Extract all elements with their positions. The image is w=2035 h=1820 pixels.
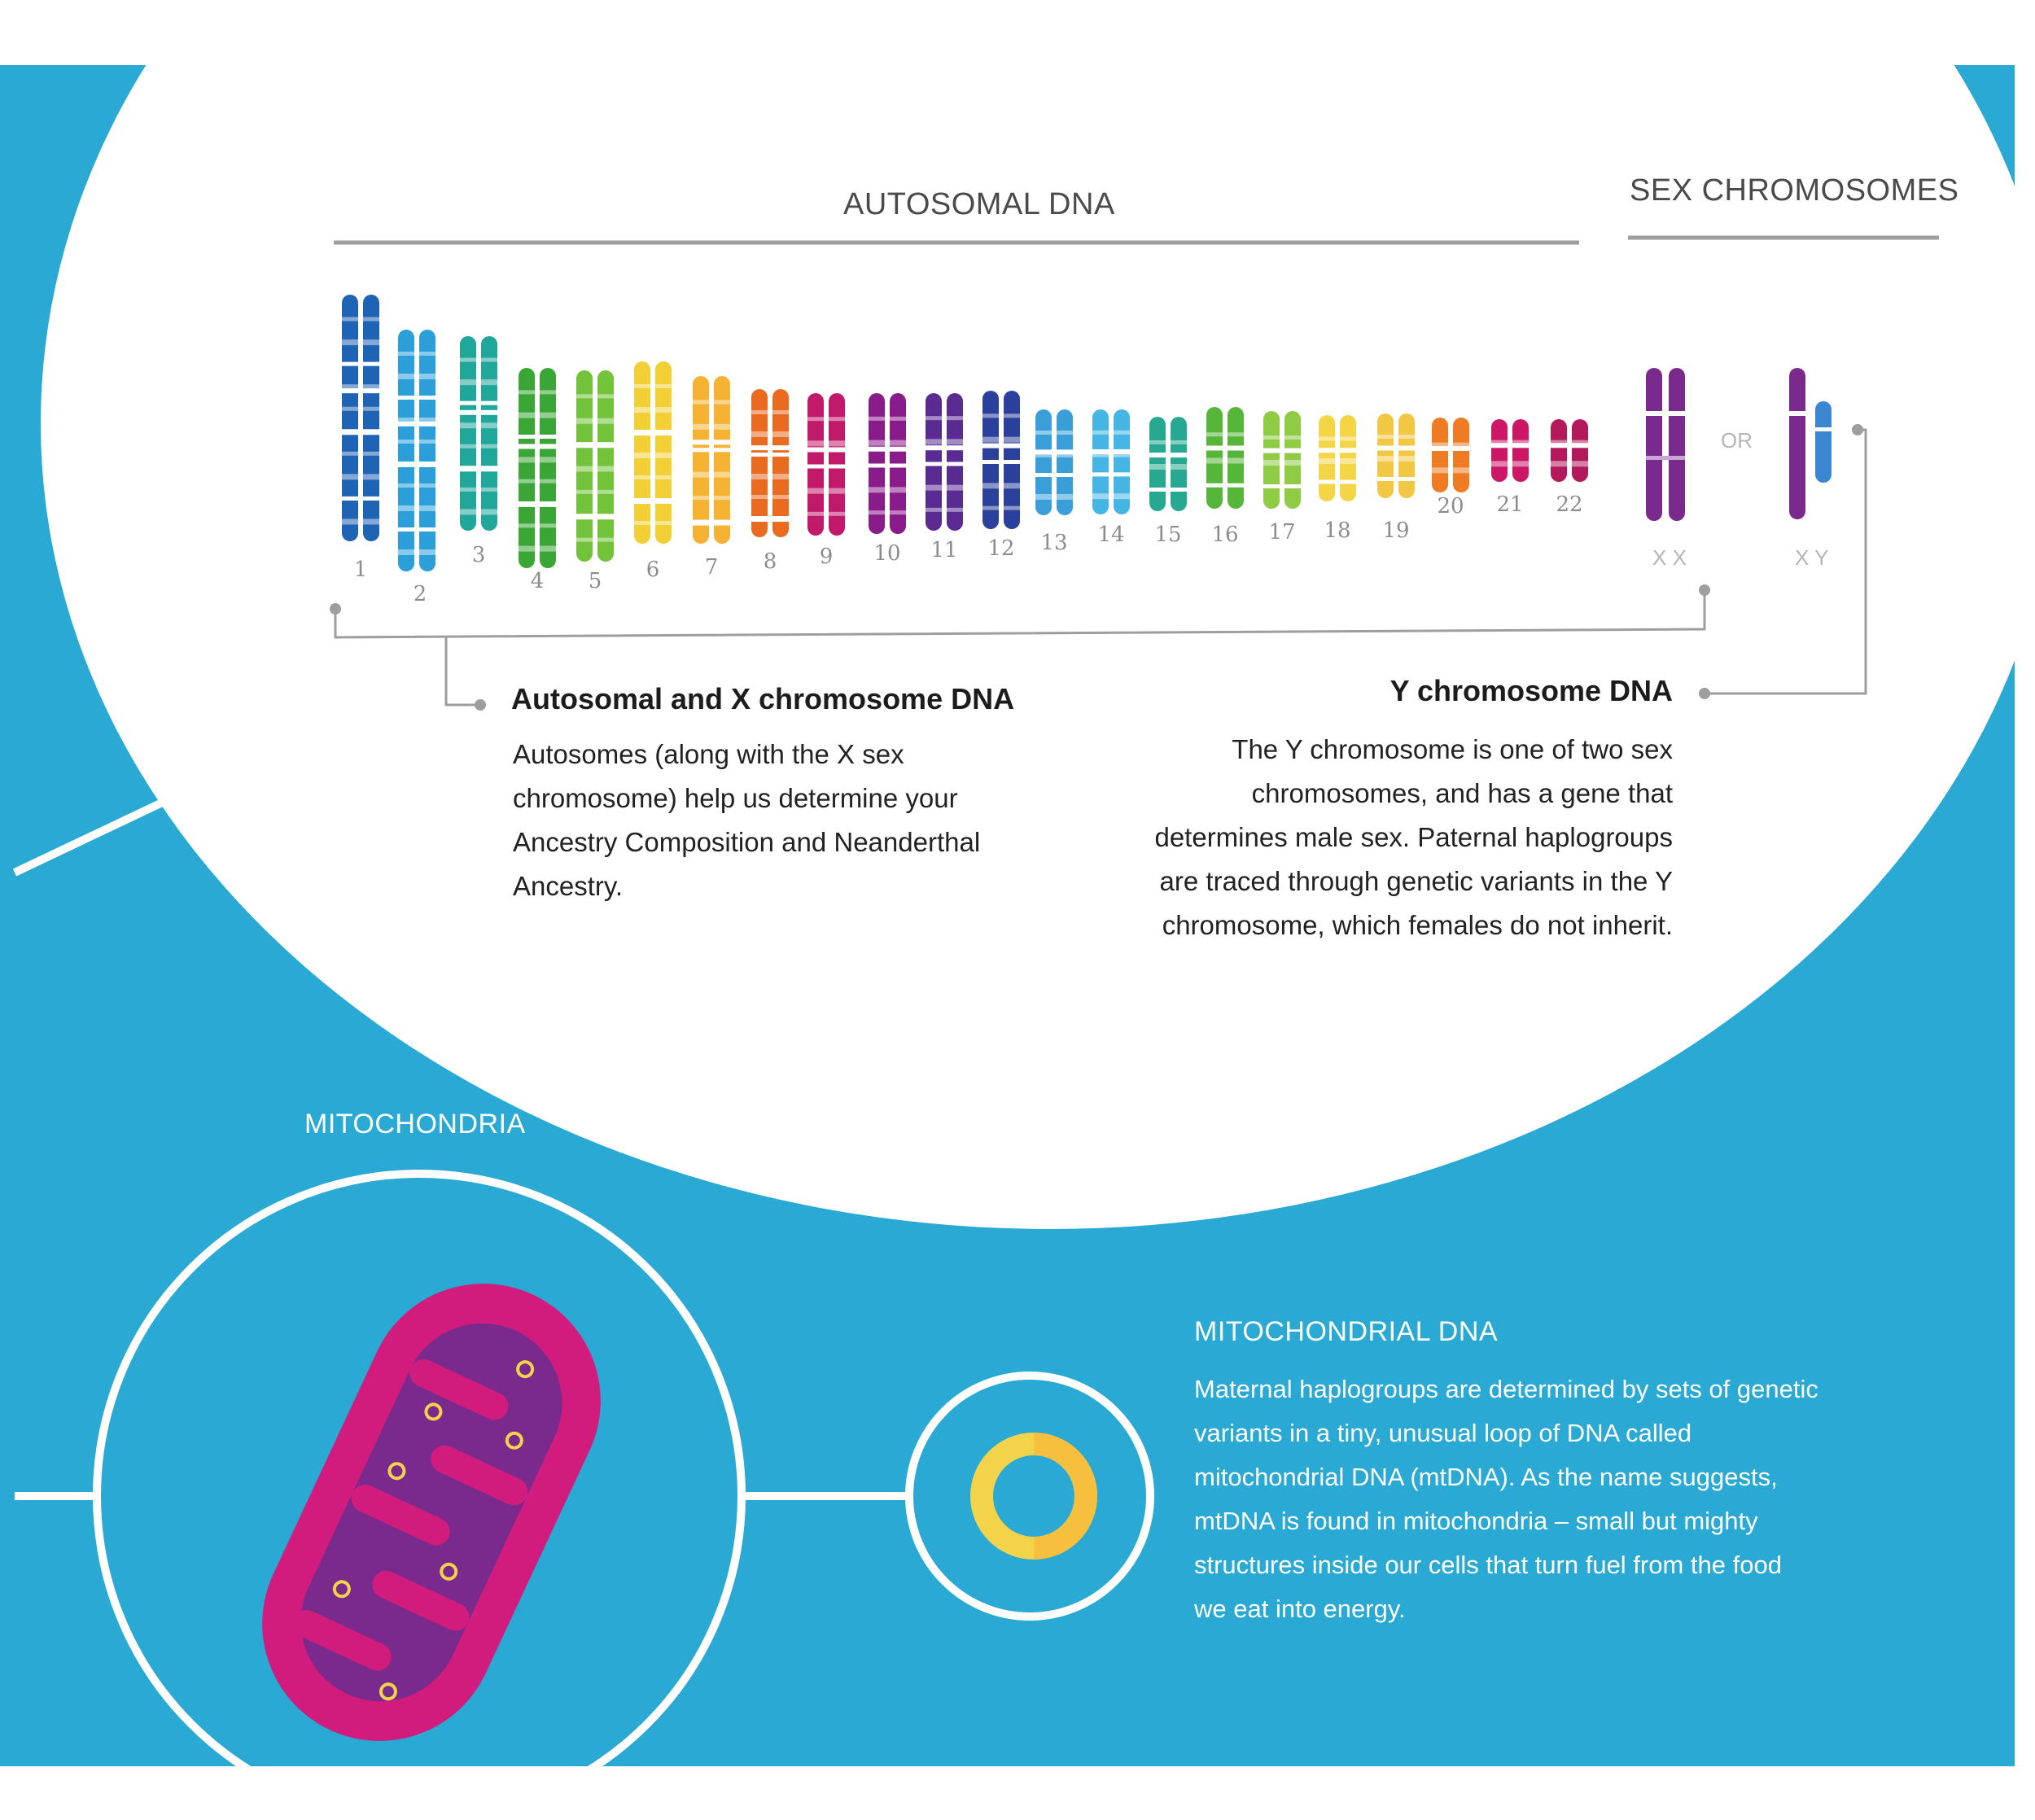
chromosome-10 xyxy=(869,393,906,534)
chromosome-8 xyxy=(751,389,789,537)
chromosome-6 xyxy=(634,361,672,544)
or-label: OR xyxy=(1721,428,1753,453)
xx-label: X X xyxy=(1652,545,1687,570)
chromosome-1 xyxy=(342,295,379,541)
chromosome-3 xyxy=(460,336,497,531)
chromosome-15 xyxy=(1149,417,1187,511)
chromosome-17 xyxy=(1263,411,1301,509)
autosomal-body: Autosomes (along with the X sex chromoso… xyxy=(513,739,981,901)
chromosome-11 xyxy=(926,393,963,531)
chromosome-number-7: 7 xyxy=(705,555,719,580)
chromosome-number-22: 22 xyxy=(1556,492,1582,517)
chromosome-13 xyxy=(1035,409,1073,515)
chromosome-number-12: 12 xyxy=(987,536,1014,561)
chromosome-set xyxy=(342,295,1588,571)
chromosome-number-11: 11 xyxy=(930,538,957,562)
chromosome-14 xyxy=(1092,409,1130,514)
chromosome-12 xyxy=(982,391,1020,529)
chromosome-number-6: 6 xyxy=(646,558,660,582)
xy-label: X Y xyxy=(1795,545,1828,570)
chromosome-9 xyxy=(807,393,845,536)
autosomal-dna-title: AUTOSOMAL DNA xyxy=(843,187,1115,221)
chromosome-number-18: 18 xyxy=(1324,518,1350,543)
chromosome-number-2: 2 xyxy=(414,582,427,606)
connector-line-diagonal xyxy=(12,745,278,877)
mtdna-ring-icon xyxy=(970,1433,1097,1560)
mtdna-circle xyxy=(905,1372,1154,1621)
chromosome-number-15: 15 xyxy=(1154,523,1181,547)
sex-chromosomes: OR X X X Y xyxy=(1646,368,1831,570)
mitochondria-circle xyxy=(93,1170,746,1820)
mtdna-body: Maternal haplogroups are determined by s… xyxy=(1194,1375,1818,1623)
chromosome-number-3: 3 xyxy=(472,543,486,567)
y-chromosome-body: The Y chromosome is one of two sex chrom… xyxy=(1154,734,1673,940)
chromosome-21 xyxy=(1491,419,1529,482)
chromosome-number-19: 19 xyxy=(1382,518,1409,543)
autosomal-heading: Autosomal and X chromosome DNA xyxy=(511,682,1015,715)
xy-chromosome-pair xyxy=(1789,368,1831,519)
xx-chromosome-pair xyxy=(1646,368,1685,521)
mitochondrion-icon xyxy=(262,1284,601,1741)
chromosome-number-4: 4 xyxy=(531,569,545,593)
chromosome-number-5: 5 xyxy=(589,569,602,593)
chromosome-number-20: 20 xyxy=(1437,494,1464,518)
chromosome-5 xyxy=(576,370,614,562)
chromosome-number-21: 21 xyxy=(1496,492,1523,517)
sex-chromosomes-title: SEX CHROMOSOMES xyxy=(1630,173,1959,208)
chromosome-20 xyxy=(1432,418,1469,492)
chromosome-22 xyxy=(1551,419,1588,482)
chromosome-19 xyxy=(1377,413,1415,498)
chromosome-number-10: 10 xyxy=(873,541,900,566)
chromosome-2 xyxy=(398,330,435,571)
chromosome-16 xyxy=(1206,407,1244,509)
chromosome-7 xyxy=(693,376,730,544)
y-chromosome-heading: Y chromosome DNA xyxy=(1389,674,1673,707)
white-circle xyxy=(41,0,2035,1229)
chromosome-18 xyxy=(1319,415,1356,501)
chromosome-number-9: 9 xyxy=(820,545,834,569)
mtdna-heading: MITOCHONDRIAL DNA xyxy=(1194,1316,1499,1347)
chromosome-number-1: 1 xyxy=(354,558,368,582)
chromosome-4 xyxy=(519,368,556,568)
chromosome-number-17: 17 xyxy=(1268,520,1295,545)
chromosome-number-8: 8 xyxy=(764,549,777,574)
chromosome-number-16: 16 xyxy=(1211,523,1238,547)
mitochondria-label: MITOCHONDRIA xyxy=(304,1109,526,1140)
chromosome-number-14: 14 xyxy=(1097,523,1124,547)
chromosome-number-13: 13 xyxy=(1040,531,1067,555)
